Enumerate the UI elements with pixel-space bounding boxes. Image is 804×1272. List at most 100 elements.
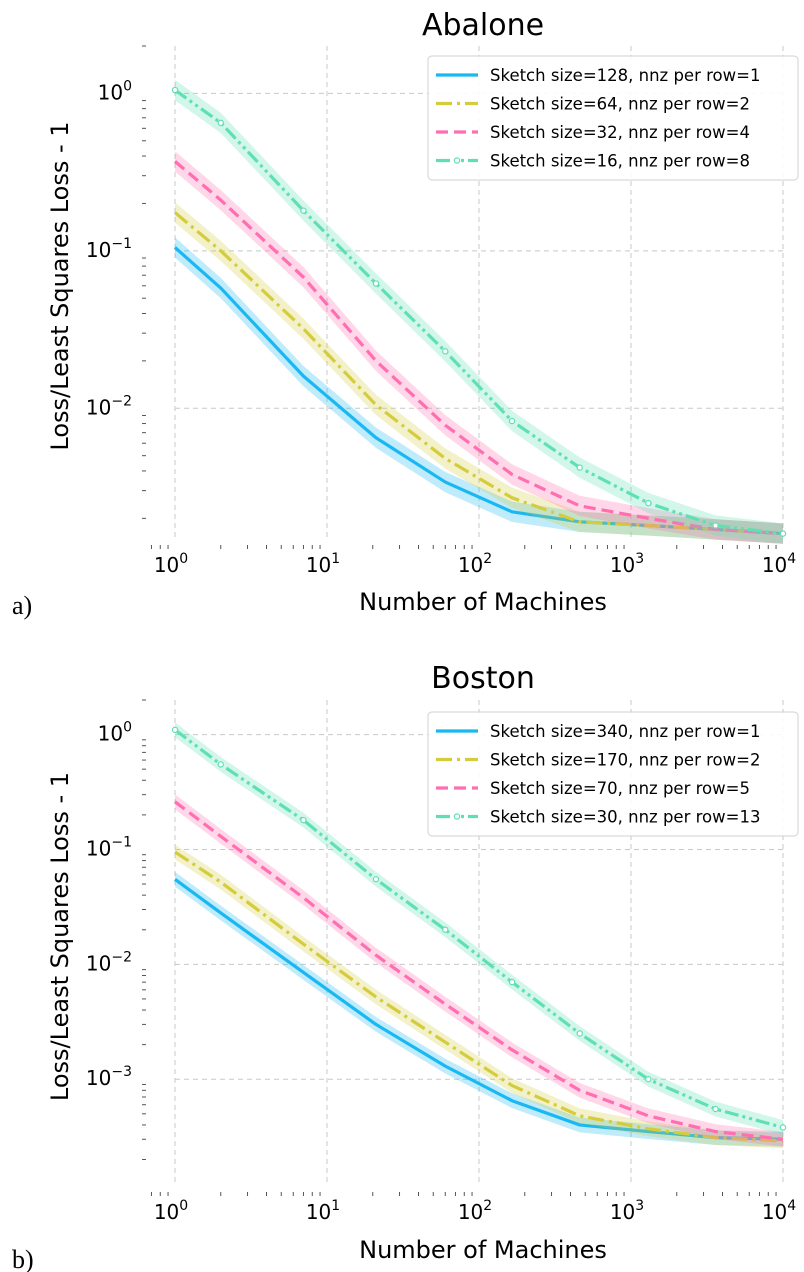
- x-tick-exponent: 0: [179, 1198, 188, 1214]
- series-point-3: [508, 978, 516, 986]
- y-tick-base: 10: [86, 395, 111, 419]
- x-tick-label: 103: [610, 551, 644, 577]
- y-tick-label: 100: [98, 78, 132, 104]
- y-tick-exponent: 0: [123, 78, 132, 94]
- x-tick-exponent: 0: [179, 551, 188, 567]
- series-point-3: [442, 348, 449, 355]
- x-tick-base: 10: [762, 553, 787, 577]
- x-tick-exponent: 2: [483, 1198, 492, 1214]
- y-tick-base: 10: [86, 951, 111, 975]
- y-tick-base: 10: [86, 1066, 111, 1090]
- legend-marker-3: [453, 157, 461, 164]
- y-tick-base: 10: [98, 80, 123, 104]
- y-axis-label: Loss/Least Squares Loss - 1: [46, 772, 74, 1101]
- x-tick-base: 10: [154, 1200, 179, 1224]
- y-tick-label: 10−1: [86, 834, 132, 860]
- series-point-3: [576, 464, 583, 471]
- y-tick-label: 10−3: [86, 1064, 132, 1090]
- x-tick-label: 104: [762, 1198, 796, 1224]
- series-point-3: [779, 530, 787, 537]
- x-tick-base: 10: [610, 1200, 635, 1224]
- x-tick-label: 100: [154, 1198, 188, 1224]
- y-tick-exponent: −2: [111, 949, 132, 965]
- series-point-3: [300, 207, 307, 214]
- x-tick-exponent: 4: [787, 1198, 796, 1214]
- x-tick-label: 104: [762, 551, 796, 577]
- chart-panel-1: 100 101 102 103 10410010−110−210−3BostonNumb…: [12, 661, 799, 1272]
- x-tick-base: 10: [154, 553, 179, 577]
- series-point-3: [442, 926, 449, 933]
- x-tick-label: 102: [458, 551, 492, 577]
- y-tick-label: 10−1: [86, 236, 132, 262]
- y-axis-label: Loss/Least Squares Loss - 1: [46, 121, 74, 450]
- series-point-3: [576, 1030, 583, 1037]
- series-line-1: [173, 211, 784, 536]
- series-point-3: [217, 761, 224, 768]
- series-point-3: [300, 816, 307, 824]
- legend-label: Sketch size=30, nnz per row=13: [490, 808, 760, 827]
- legend-box: [427, 55, 799, 181]
- legend-box: [427, 711, 799, 837]
- y-tick-label: 100: [98, 720, 132, 746]
- x-tick-label: 101: [306, 1198, 340, 1224]
- y-tick-base: 10: [86, 238, 111, 262]
- x-tick-exponent: 4: [787, 551, 796, 567]
- series-point-3: [171, 726, 179, 734]
- panel-label: b): [12, 1245, 34, 1272]
- y-tick-exponent: −1: [111, 834, 132, 850]
- x-axis-label: Number of Machines: [359, 1236, 607, 1264]
- legend-label: Sketch size=128, nnz per row=1: [490, 66, 760, 85]
- series-point-3: [372, 280, 380, 287]
- legend-label: Sketch size=32, nnz per row=4: [490, 123, 750, 142]
- legend-marker-3: [453, 813, 461, 820]
- x-tick-label: 100: [154, 551, 188, 577]
- series-point-3: [712, 522, 719, 529]
- series-point-3: [779, 1124, 787, 1131]
- x-tick-base: 10: [458, 1200, 483, 1224]
- x-tick-exponent: 2: [483, 551, 492, 567]
- series-line-3: [174, 88, 784, 536]
- x-tick-label: 103: [610, 1198, 644, 1224]
- y-tick-label: 10−2: [86, 949, 132, 975]
- series-point-3: [171, 86, 179, 94]
- chart-title: Boston: [431, 661, 535, 696]
- x-tick-label: 102: [458, 1198, 492, 1224]
- series-band-1: [175, 202, 783, 544]
- x-tick-exponent: 1: [331, 551, 340, 567]
- series-point-3: [645, 1076, 652, 1083]
- legend-label: Sketch size=64, nnz per row=2: [490, 95, 750, 114]
- x-tick-exponent: 3: [635, 1198, 644, 1214]
- series-point-3: [645, 499, 652, 507]
- x-tick-base: 10: [762, 1200, 787, 1224]
- x-tick-exponent: 1: [331, 1198, 340, 1214]
- chart-panel-0: 100 101 102 103 10410010−110−2AbaloneNumber …: [12, 8, 799, 620]
- legend-label: Sketch size=170, nnz per row=2: [490, 751, 760, 770]
- y-tick-exponent: −3: [111, 1064, 132, 1080]
- y-tick-exponent: −1: [111, 236, 132, 252]
- legend-label: Sketch size=16, nnz per row=8: [490, 152, 750, 171]
- series-point-3: [712, 1105, 719, 1113]
- series-point-3: [372, 876, 380, 883]
- x-axis-label: Number of Machines: [359, 588, 607, 616]
- series-point-3: [217, 119, 224, 127]
- y-tick-label: 10−2: [86, 393, 132, 419]
- series-line-1: [174, 850, 784, 1143]
- legend-label: Sketch size=340, nnz per row=1: [490, 722, 760, 741]
- x-tick-exponent: 3: [635, 551, 644, 567]
- y-tick-exponent: −2: [111, 393, 132, 409]
- x-tick-base: 10: [306, 553, 331, 577]
- x-tick-label: 101: [306, 551, 340, 577]
- x-tick-base: 10: [458, 553, 483, 577]
- y-tick-exponent: 0: [123, 720, 132, 736]
- y-tick-base: 10: [86, 836, 111, 860]
- x-tick-base: 10: [306, 1200, 331, 1224]
- series-point-3: [508, 417, 516, 425]
- legend-label: Sketch size=70, nnz per row=5: [490, 779, 750, 798]
- series-line-2: [173, 160, 784, 536]
- y-tick-base: 10: [98, 722, 123, 746]
- series-line-2: [174, 800, 784, 1141]
- panel-label: a): [12, 591, 32, 620]
- chart-title: Abalone: [422, 8, 544, 43]
- series-line-3: [174, 728, 784, 1130]
